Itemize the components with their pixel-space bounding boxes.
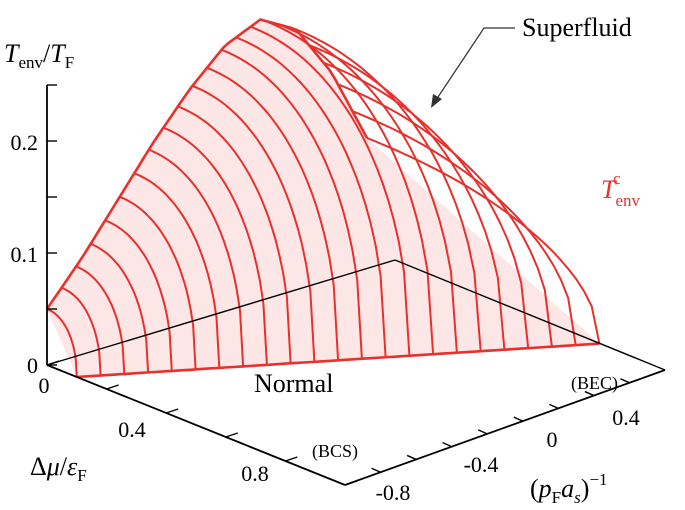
z-axis-label: Tenv/TF bbox=[4, 39, 74, 72]
surface-mesh-line bbox=[90, 242, 150, 373]
surface-mesh-line bbox=[337, 83, 553, 347]
surface-mesh-line bbox=[119, 195, 197, 370]
critical-temperature-curve bbox=[45, 18, 369, 310]
surface-mesh-line bbox=[206, 66, 340, 361]
y-tick bbox=[549, 403, 559, 409]
x-tick-label-0: 0 bbox=[39, 373, 50, 398]
z-tick-label-0.2: 0.2 bbox=[11, 130, 39, 155]
y-tick bbox=[620, 378, 630, 384]
surface-mesh-line bbox=[323, 61, 530, 349]
surface-mesh-line bbox=[133, 172, 221, 368]
surface-mesh-line bbox=[75, 265, 126, 375]
superfluid-label: Superfluid bbox=[522, 13, 632, 42]
y-tick-label-neg0.8: -0.8 bbox=[376, 480, 411, 505]
x-axis bbox=[46, 364, 346, 486]
y-axis bbox=[344, 369, 666, 486]
surface-mesh-line bbox=[104, 219, 173, 371]
y-tick bbox=[584, 390, 595, 397]
surface-mesh-line bbox=[235, 36, 387, 358]
surface-mesh-line bbox=[177, 105, 292, 364]
y-tick-label-neg0.4: -0.4 bbox=[464, 452, 499, 477]
x-tick bbox=[106, 384, 119, 390]
y-tick bbox=[442, 442, 452, 448]
axis-ticks bbox=[46, 84, 630, 486]
surface-mesh-line bbox=[250, 25, 411, 356]
superfluid-arrow bbox=[435, 27, 515, 101]
bcs-label: (BCS) bbox=[312, 441, 358, 462]
normal-label: Normal bbox=[254, 369, 333, 398]
y-tick-label-0.4: 0.4 bbox=[612, 405, 640, 430]
surface-mesh-line bbox=[221, 48, 363, 359]
surface-mesh-line bbox=[148, 148, 245, 367]
y-tick bbox=[513, 416, 524, 422]
y-tick-label-0: 0 bbox=[547, 427, 558, 452]
critical-imbalance-curve bbox=[76, 342, 600, 379]
x-tick-label-0.8: 0.8 bbox=[241, 461, 269, 486]
x-tick bbox=[344, 480, 358, 486]
x-tick bbox=[165, 408, 179, 414]
bec-label: (BEC) bbox=[571, 373, 618, 394]
surface-mesh-line bbox=[352, 110, 577, 346]
surface-mesh-line bbox=[264, 19, 435, 355]
surface-mesh-line bbox=[308, 43, 506, 350]
critical-curve-label: Tenvc bbox=[601, 169, 641, 210]
surface-mesh-line bbox=[163, 126, 268, 365]
y-tick bbox=[371, 467, 381, 473]
x-axis-label: Δμ/εF bbox=[30, 452, 87, 485]
surface-mesh-line bbox=[61, 286, 102, 376]
surface-mesh-line bbox=[366, 137, 601, 344]
surface-mesh-line bbox=[46, 308, 78, 378]
surface-fill bbox=[47, 19, 600, 378]
x-tick-label-0.4: 0.4 bbox=[118, 417, 146, 442]
y-tick bbox=[477, 429, 488, 435]
superfluid-arrowhead bbox=[431, 94, 442, 108]
floor-back-line-left bbox=[46, 259, 396, 366]
x-tick bbox=[285, 456, 298, 462]
x-tick bbox=[46, 360, 60, 366]
surface-mesh-line bbox=[192, 84, 316, 362]
z-tick-label-0: 0 bbox=[27, 353, 38, 378]
y-tick bbox=[406, 454, 417, 461]
surface-mesh-line bbox=[279, 23, 458, 353]
z-tick-label-0.1: 0.1 bbox=[11, 242, 39, 267]
y-axis-label: (pFas)−1 bbox=[530, 470, 608, 507]
superfluid-surface bbox=[45, 18, 601, 379]
x-tick bbox=[225, 432, 239, 438]
floor-back-line-right bbox=[394, 259, 666, 371]
